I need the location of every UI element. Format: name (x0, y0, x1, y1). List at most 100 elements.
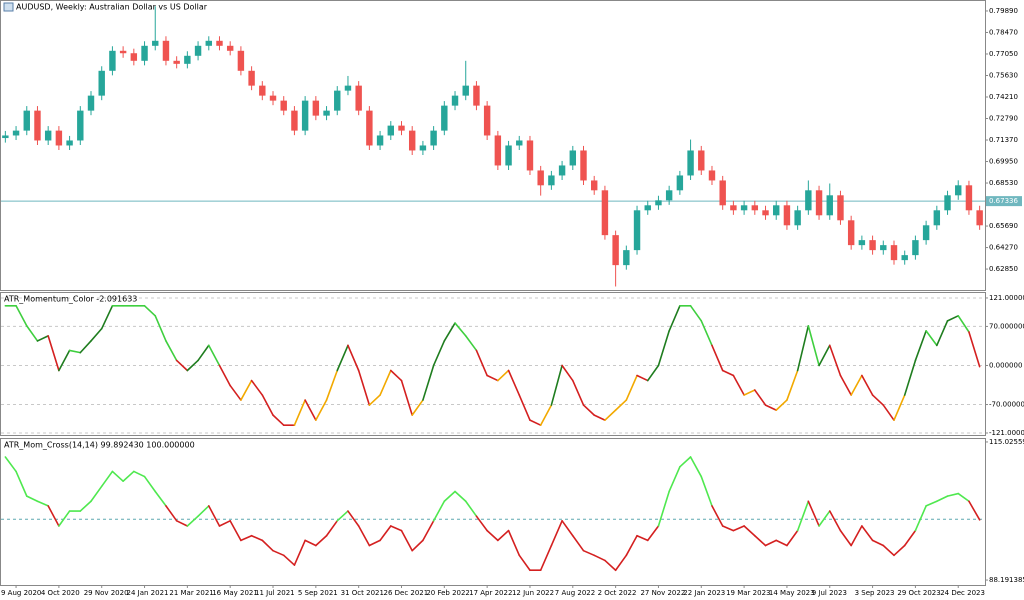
indicator-segment (861, 374, 874, 396)
indicator-segment (475, 515, 488, 532)
indicator-segment (90, 327, 103, 342)
candle-body (558, 165, 566, 176)
indicator-segment (229, 520, 242, 542)
indicator-segment (743, 389, 756, 396)
indicator-segment (357, 525, 371, 547)
indicator-segment (475, 349, 488, 377)
y-tick-label: 0.62850 (989, 265, 1018, 273)
y-tick-label: 0.68530 (989, 179, 1018, 187)
candle-body (922, 225, 930, 241)
indicator-segment (582, 404, 596, 416)
candle-body (430, 130, 437, 146)
indicator-segment (347, 344, 360, 372)
indicator-segment (207, 505, 221, 527)
indicator-segment (36, 335, 49, 342)
indicator-segment (871, 394, 885, 406)
indicator-segment (796, 500, 810, 532)
candle-body (516, 140, 523, 146)
x-tick-label: 17 Apr 2022 (469, 589, 512, 597)
candle-body (805, 190, 812, 211)
candle-body (55, 130, 63, 146)
candle-body (837, 195, 844, 221)
indicator-segment (79, 340, 92, 354)
candle-body (301, 100, 309, 131)
indicator-segment (432, 500, 446, 522)
y-tick-label: -70.000000 (989, 401, 1024, 409)
x-tick-label: 16 May 2021 (212, 589, 258, 597)
candle-body (740, 205, 748, 211)
candle-body (665, 190, 673, 201)
indicator-segment (828, 510, 842, 532)
indicator-segment (625, 374, 638, 401)
indicator-segment (261, 539, 274, 552)
y-tick-label: 70.000000 (989, 322, 1024, 330)
candle-body (173, 60, 180, 64)
indicator-segment (486, 374, 499, 382)
indicator-segment (165, 340, 178, 362)
indicator-segment (754, 534, 767, 547)
candle-body (794, 210, 801, 226)
indicator-segment (561, 364, 574, 382)
candle-body (323, 110, 330, 116)
x-tick-label: 7 Aug 2022 (555, 589, 595, 597)
x-tick-label: 24 Jan 2021 (127, 589, 169, 597)
indicator-segment (668, 304, 681, 332)
indicator-segment (250, 379, 264, 396)
indicator-segment (539, 544, 553, 572)
candle-body (44, 130, 52, 141)
indicator-segment (850, 374, 863, 396)
candle-body (408, 130, 416, 151)
indicator-segment (636, 374, 649, 382)
candle-body (141, 45, 148, 61)
indicator-segment (497, 369, 510, 382)
indicator-segment (807, 325, 820, 367)
candle-body (130, 53, 138, 61)
indicator-segment (218, 364, 231, 387)
x-tick-label: 11 Jul 2021 (255, 589, 295, 597)
x-tick-label: 26 Dec 2021 (383, 589, 428, 597)
indicator-segment (165, 505, 178, 522)
indicator-segment (657, 490, 670, 527)
y-tick-label: 0.65690 (989, 222, 1018, 230)
candle-body (537, 170, 544, 186)
indicator-segment (571, 534, 585, 552)
indicator-segment (593, 414, 606, 421)
indicator-segment (507, 369, 521, 396)
indicator-segment (882, 404, 895, 421)
indicator-segment (957, 492, 970, 503)
indicator-segment (240, 534, 253, 542)
indicator-segment (893, 394, 906, 421)
candle-body (451, 95, 459, 106)
indicator-segment (186, 359, 199, 372)
indicator-segment (711, 344, 724, 372)
symbol-icon (3, 2, 14, 12)
indicator-segment (186, 515, 199, 527)
candle-body (291, 110, 298, 131)
indicator-segment (914, 505, 927, 532)
indicator-segment (796, 325, 810, 372)
indicator-segment (539, 404, 553, 426)
indicator-segment (743, 525, 756, 537)
candle-body (483, 105, 491, 136)
indicator-segment (58, 349, 71, 372)
indicator-segment (315, 534, 328, 547)
indicator-segment (839, 529, 852, 547)
indicator-segment (550, 520, 563, 547)
candle-body (87, 95, 95, 111)
candle-body (901, 255, 908, 261)
candle-body (944, 195, 951, 211)
y-tick-label: 0.77050 (989, 50, 1018, 58)
indicator-segment (293, 539, 306, 566)
x-tick-label: 29 Nov 2020 (84, 589, 129, 597)
candle-body (815, 190, 823, 216)
panel-title: ATR_Mom_Cross(14,14) 99.892430 100.00000… (4, 441, 195, 450)
candle-body (12, 130, 20, 136)
indicator-segment (764, 404, 778, 411)
candle-body (730, 205, 737, 211)
candle-body (109, 50, 116, 71)
x-tick-label: 31 Oct 2021 (341, 589, 384, 597)
indicator-segment (764, 539, 778, 547)
indicator-segment (15, 304, 28, 327)
indicator-segment (368, 394, 381, 406)
indicator-segment (903, 359, 917, 396)
